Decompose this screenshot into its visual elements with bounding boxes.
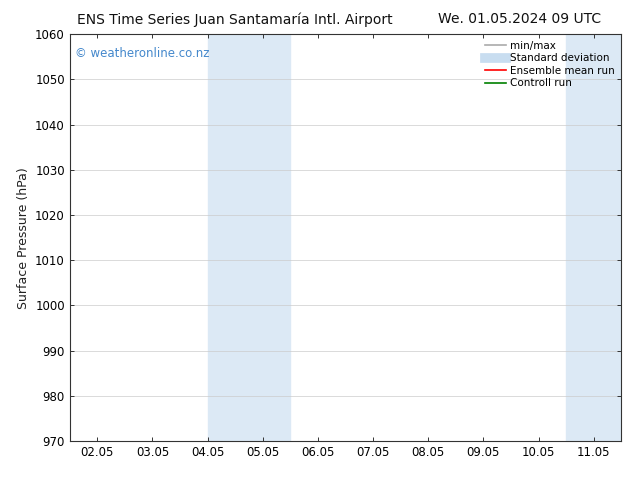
Legend: min/max, Standard deviation, Ensemble mean run, Controll run: min/max, Standard deviation, Ensemble me…	[481, 36, 619, 93]
Text: We. 01.05.2024 09 UTC: We. 01.05.2024 09 UTC	[438, 12, 602, 26]
Bar	[207, 34, 235, 441]
Bar	[566, 34, 621, 441]
Text: ENS Time Series Juan Santamaría Intl. Airport: ENS Time Series Juan Santamaría Intl. Ai…	[77, 12, 392, 27]
Y-axis label: Surface Pressure (hPa): Surface Pressure (hPa)	[16, 167, 30, 309]
Text: © weatheronline.co.nz: © weatheronline.co.nz	[75, 47, 210, 59]
Bar	[235, 34, 290, 441]
